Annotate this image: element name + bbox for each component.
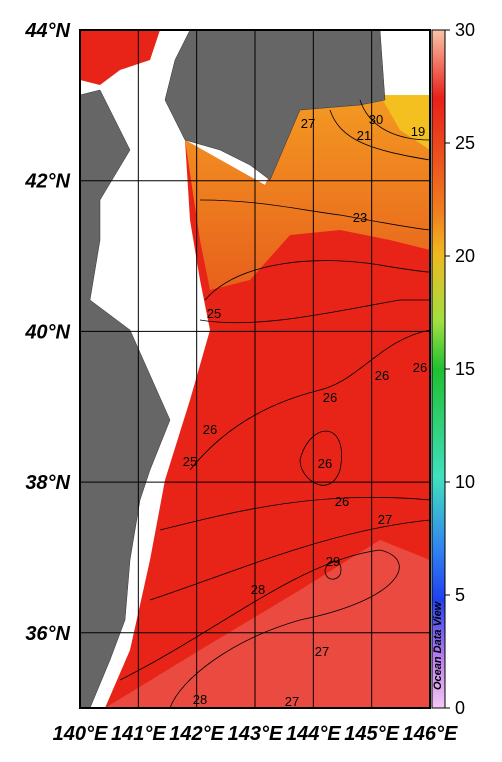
colorbar-label: 25	[455, 133, 475, 153]
contour-label: 26	[413, 360, 427, 375]
contour-label: 29	[326, 554, 340, 569]
graticule	[80, 30, 430, 708]
lat-label: 42°N	[24, 171, 70, 193]
lon-label: 145°E	[344, 723, 399, 745]
contour-label: 27	[378, 512, 392, 527]
contour-label: 26	[335, 494, 349, 509]
contour-label: 21	[357, 128, 371, 143]
lon-label: 143°E	[228, 723, 283, 745]
lon-label: 142°E	[169, 723, 224, 745]
lon-label: 141°E	[111, 723, 166, 745]
lon-label: 140°E	[53, 723, 108, 745]
contour-label: 27	[301, 116, 315, 131]
contour-label: 26	[375, 368, 389, 383]
contour-label: 26	[318, 456, 332, 471]
contour-label: 28	[251, 582, 265, 597]
map-frame	[79, 29, 431, 709]
sea-yellow	[380, 95, 430, 150]
lat-label: 38°N	[25, 472, 70, 494]
lat-label: 44°N	[24, 20, 70, 42]
lat-label: 36°N	[25, 623, 70, 645]
lat-label: 40°N	[24, 321, 70, 343]
colorbar-label: 30	[455, 20, 475, 40]
sea-patch	[80, 30, 160, 85]
contour-label: 26	[323, 390, 337, 405]
colorbar-label: 20	[455, 246, 475, 266]
colorbar-label: 15	[455, 359, 475, 379]
contour-label: 25	[207, 306, 221, 321]
watermark: Ocean Data View	[432, 600, 444, 690]
sea-orange	[185, 95, 430, 290]
contour-label: 28	[193, 692, 207, 707]
land	[80, 89, 171, 708]
contour-label: 27	[285, 694, 299, 709]
colorbar-label: 5	[455, 585, 465, 605]
contour-label: 27	[315, 644, 329, 659]
lon-label: 144°E	[286, 723, 341, 745]
contour-label: 26	[203, 422, 217, 437]
sea-warm	[105, 95, 430, 708]
colorbar-label: 0	[455, 698, 465, 718]
contour-label: 23	[353, 210, 367, 225]
contour-label: 30	[369, 112, 383, 127]
colorbar-label: 10	[455, 472, 475, 492]
contour-label: 19	[411, 124, 425, 139]
contour-label: 25	[183, 454, 197, 469]
land	[164, 30, 386, 181]
sea-hot	[105, 540, 430, 708]
lon-label: 146°E	[403, 723, 458, 745]
